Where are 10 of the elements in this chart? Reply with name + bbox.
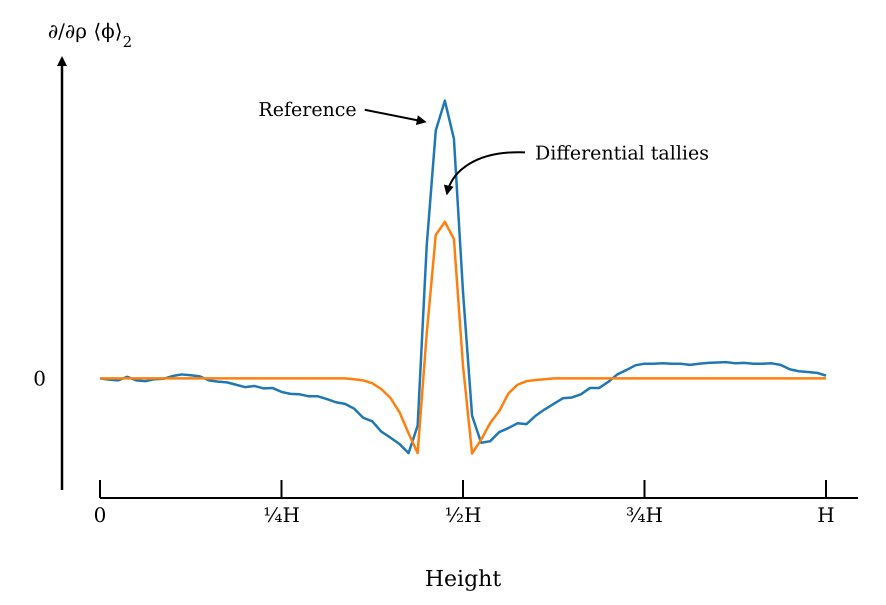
text: 0 (33, 366, 46, 390)
x-tick-label: ¾H (626, 503, 663, 528)
x-axis-title: Height (424, 567, 502, 592)
x-tick-label: ½H (444, 503, 482, 528)
annotation: Differential tallies (535, 142, 709, 164)
x-tick-label: ¼H (263, 503, 300, 528)
x-tick-label: H (817, 503, 835, 528)
x-tick-label: 0 (94, 503, 106, 528)
annotation: Reference (258, 98, 357, 121)
y-axis-title: ∂/∂ρ ⟨ϕ⟩$_{2}$ (48, 19, 132, 51)
